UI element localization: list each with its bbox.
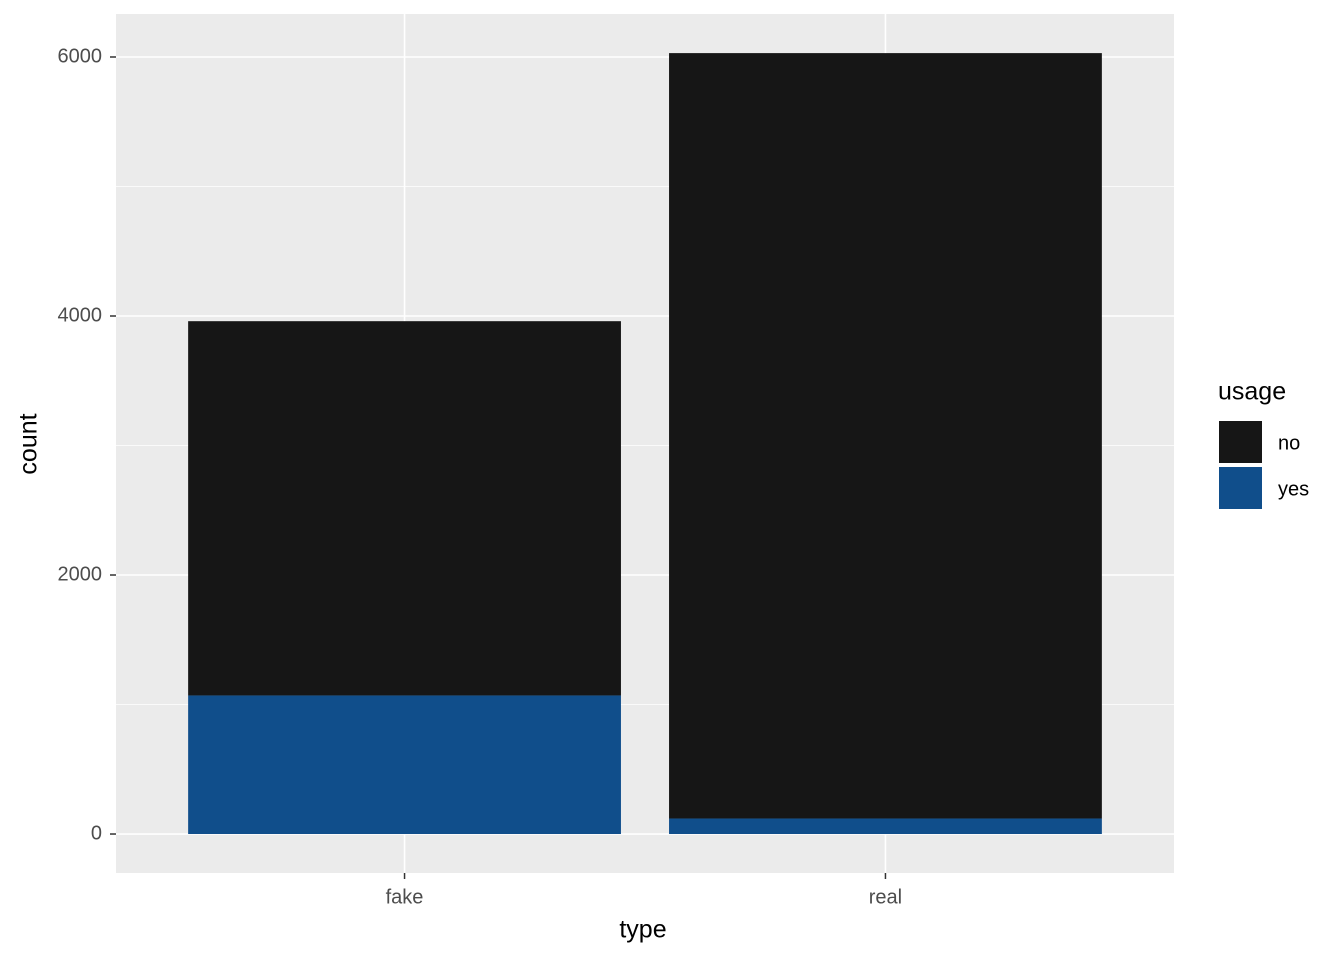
x-axis-title: type [619,916,666,944]
bar-segment [188,321,621,696]
y-axis-title: count [15,413,43,474]
bars [188,53,1102,835]
bar-segment [669,818,1102,835]
x-tick-label: fake [386,886,424,908]
legend-label: yes [1278,478,1309,500]
legend-key [1219,467,1262,509]
legend-label: no [1278,432,1300,454]
legend-title: usage [1218,378,1286,406]
bar-segment [188,695,621,835]
y-tick-label: 2000 [58,563,103,585]
y-tick-label: 4000 [58,304,103,326]
x-tick-label: real [869,886,902,908]
legend-key [1219,421,1262,463]
bar-segment [669,53,1102,819]
y-tick-label: 0 [91,822,102,844]
y-tick-label: 6000 [58,45,103,67]
